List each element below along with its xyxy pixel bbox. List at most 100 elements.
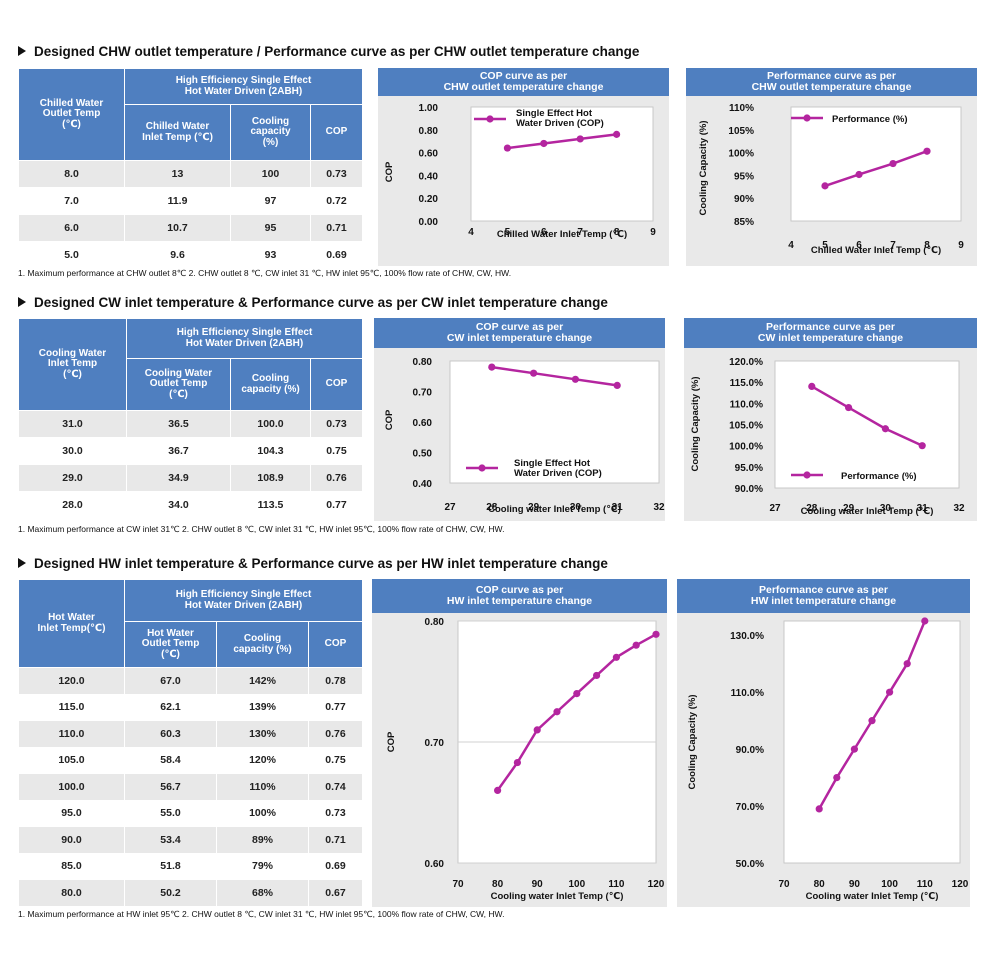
y-tick-label: 0.40: [419, 171, 439, 182]
legend-label: Water Driven (COP): [514, 468, 602, 479]
table-cell: 100.0: [18, 773, 125, 801]
x-tick-label: 70: [452, 879, 464, 890]
plot-area: [783, 620, 961, 864]
x-tick-label: 31: [612, 502, 624, 513]
table-cell: 0.72: [309, 187, 364, 215]
x-axis-label: Cooling water Inlet Temp (℃): [488, 504, 621, 515]
data-point: [530, 369, 538, 377]
data-point: [573, 690, 581, 698]
table-row: 6.0 10.7 95 0.71: [18, 214, 364, 242]
table-cell: 36.5: [126, 410, 231, 438]
table-cell: 113.5: [230, 491, 311, 519]
y-axis-label: Cooling Capacity (%): [690, 376, 701, 471]
table-cell: 79%: [216, 852, 309, 880]
x-tick-label: 110: [608, 879, 625, 890]
y-tick-label: 0.40: [413, 479, 433, 490]
x-tick-label: 7: [577, 227, 583, 238]
data-point: [613, 130, 621, 138]
table-row: 29.0 34.9 108.9 0.76: [18, 464, 364, 492]
table-header-col2: Chilled Water Inlet Temp (℃): [124, 104, 231, 161]
legend-label: Single Effect Hot: [514, 458, 591, 469]
x-tick-label: 120: [648, 879, 665, 890]
data-point: [821, 182, 829, 190]
legend-label: Water Driven (COP): [516, 118, 604, 129]
table-row: 120.0 67.0 142% 0.78: [18, 667, 364, 695]
table-cell: 110%: [216, 773, 309, 801]
hw-cop-chart-panel: COP curve as per HW inlet temperature ch…: [372, 579, 667, 907]
y-tick-label: 0.50: [413, 449, 433, 460]
table-header-col3: Cooling capacity (%): [230, 358, 311, 411]
y-tick-label: 120.0%: [729, 357, 763, 368]
data-point: [850, 745, 858, 753]
y-tick-label: 95.0%: [735, 463, 763, 474]
x-tick-label: 9: [650, 227, 656, 238]
table-cell: 6.0: [18, 214, 125, 242]
triangle-bullet-icon: [18, 297, 26, 307]
x-tick-label: 120: [952, 879, 969, 890]
x-axis-label: Cooling water Inlet Temp (℃): [806, 891, 939, 902]
table-cell: 31.0: [18, 410, 127, 438]
table-header-col4: COP: [309, 358, 364, 411]
section-1-note: 1. Maximum performance at CHW outlet 8℃ …: [18, 268, 512, 278]
table-cell: 97: [230, 187, 311, 215]
table-row: 110.0 60.3 130% 0.76: [18, 720, 364, 748]
data-point: [652, 630, 660, 638]
table-row: 31.0 36.5 100.0 0.73: [18, 410, 364, 438]
data-point: [553, 708, 561, 716]
table-cell: 95.0: [18, 799, 125, 827]
table-cell: 0.75: [307, 746, 364, 774]
table-cell: 104.3: [230, 437, 311, 465]
y-tick-label: 50.0%: [736, 859, 764, 870]
data-point: [503, 144, 511, 152]
x-tick-label: 5: [822, 240, 828, 251]
table-cell: 0.71: [309, 214, 364, 242]
table-header-col4: COP: [309, 104, 364, 161]
x-tick-label: 29: [843, 503, 855, 514]
table-cell: 9.6: [124, 241, 231, 269]
table-cell: 90.0: [18, 826, 125, 854]
chart-title: Performance curve as per CHW outlet temp…: [686, 68, 977, 96]
section-3-title-text: Designed HW inlet temperature & Performa…: [34, 556, 608, 571]
table-header-col3: Cooling capacity (%): [216, 621, 309, 668]
y-tick-label: 115.0%: [730, 378, 763, 389]
data-point: [576, 135, 584, 143]
chart-title: COP curve as per HW inlet temperature ch…: [372, 579, 667, 613]
legend-marker: [478, 464, 486, 472]
data-point: [815, 805, 823, 813]
table-cell: 105.0: [18, 746, 125, 774]
x-tick-label: 4: [468, 227, 474, 238]
table-row: 30.0 36.7 104.3 0.75: [18, 437, 364, 465]
series-line: [491, 365, 618, 387]
legend-label: Performance (%): [832, 114, 908, 125]
table-cell: 36.7: [126, 437, 231, 465]
table-cell: 60.3: [124, 720, 217, 748]
x-axis-label: Cooling water Inlet Temp (℃): [491, 891, 624, 902]
table-cell: 7.0: [18, 187, 125, 215]
chart-svg: 85% 90% 95% 100% 105% 110% 4 5 6 7 8 9 Chilled Water…: [698, 103, 964, 256]
data-point: [921, 617, 929, 625]
x-tick-label: 32: [653, 502, 665, 513]
table-cell: 0.73: [309, 160, 364, 188]
table-row: 95.0 55.0 100% 0.73: [18, 799, 364, 827]
table-cell: 62.1: [124, 693, 217, 721]
plot-area: [774, 360, 960, 489]
data-point: [593, 671, 601, 680]
x-tick-label: 30: [880, 503, 892, 514]
series-line: [507, 133, 617, 150]
table-header-col2: Hot Water Outlet Temp (℃): [124, 621, 217, 668]
data-point: [903, 660, 911, 668]
y-tick-label: 105.0%: [729, 421, 763, 432]
table-cell: 0.69: [307, 852, 364, 880]
y-tick-label: 130.0%: [730, 631, 764, 642]
table-cell: 110.0: [18, 720, 125, 748]
cw-inlet-table: Cooling Water Inlet Temp (℃) High Effici…: [18, 318, 364, 519]
y-tick-label: 0.60: [425, 859, 445, 870]
y-tick-label: 85%: [734, 217, 754, 228]
data-point: [845, 403, 853, 412]
y-tick-label: 105%: [728, 126, 754, 137]
x-tick-label: 28: [486, 502, 498, 513]
y-tick-label: 0.80: [413, 357, 433, 368]
table-cell: 13: [124, 160, 231, 188]
table-cell: 50.2: [124, 879, 217, 907]
y-tick-label: 110%: [729, 103, 754, 114]
